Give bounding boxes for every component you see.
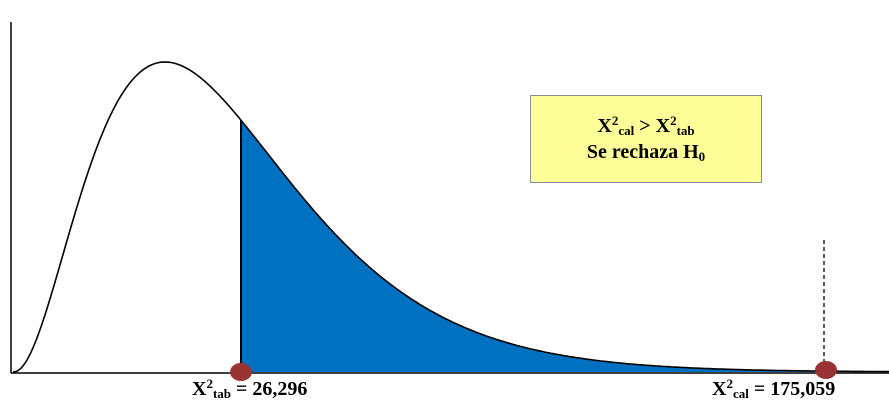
critical-value-label: X2tab = 26,296 xyxy=(192,376,308,401)
decision-box: X2cal > X2tab Se rechaza H0 xyxy=(530,95,762,183)
cal-label-base: X xyxy=(712,378,727,400)
calculated-value-label: X2cal = 175,059 xyxy=(712,376,836,401)
comparison-right-base: X xyxy=(655,115,671,137)
comparison-operator: > xyxy=(634,115,656,137)
comparison-left-base: X xyxy=(597,115,612,137)
statistic-comparison: X2cal > X2tab xyxy=(597,113,694,139)
rejection-region xyxy=(241,120,889,372)
decision-sub: 0 xyxy=(698,149,706,164)
decision-label: Se rechaza H xyxy=(586,141,699,163)
comparison-left-sup: 2 xyxy=(611,113,619,128)
cal-label-sub: cal xyxy=(732,386,749,401)
comparison-right-sub: tab xyxy=(676,123,695,138)
cal-label-sup: 2 xyxy=(726,376,733,391)
cal-label-value: = 175,059 xyxy=(748,378,836,400)
comparison-left-sub: cal xyxy=(618,123,635,138)
tab-label-sup: 2 xyxy=(206,376,213,391)
decision-text: Se rechaza H0 xyxy=(587,139,705,165)
tab-label-base: X xyxy=(192,378,207,400)
calculated-value-marker xyxy=(815,361,837,379)
comparison-right-sup: 2 xyxy=(670,113,677,128)
tab-label-sub: tab xyxy=(212,386,232,401)
tab-label-value: = 26,296 xyxy=(231,378,308,400)
density-curve xyxy=(12,61,889,373)
critical-value-marker xyxy=(230,363,252,381)
